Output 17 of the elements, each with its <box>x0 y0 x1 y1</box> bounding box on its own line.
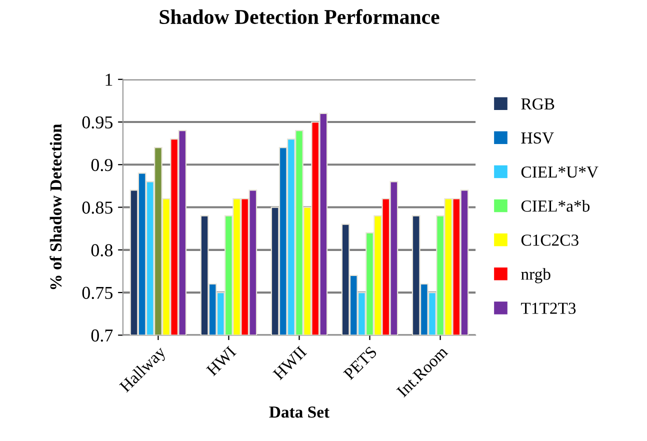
y-tick-label: 0.85 <box>82 202 112 214</box>
y-tick-label: 0.7 <box>91 329 113 342</box>
legend-label: HSV <box>521 132 554 144</box>
y-axis-title: % of Shadow Detection <box>50 124 62 290</box>
legend-label: nrgb <box>521 268 550 284</box>
y-tick-label: 0.95 <box>82 116 112 129</box>
legend-label: RGB <box>521 98 554 110</box>
y-tick-label: 0.9 <box>91 158 112 172</box>
y-tick-label: 0.8 <box>91 244 113 256</box>
y-tick-label: 1 <box>106 74 112 86</box>
legend-label: CIEL*U*V <box>521 166 598 178</box>
x-axis-title: Data Set <box>269 406 330 418</box>
legend-label: CIEL*a*b <box>521 200 590 212</box>
y-tick-label: 0.75 <box>82 286 112 300</box>
legend-label: T1T2T3 <box>521 302 576 314</box>
chart-title: Shadow Detection Performance <box>160 9 440 24</box>
legend-label: C1C2C3 <box>521 234 578 246</box>
